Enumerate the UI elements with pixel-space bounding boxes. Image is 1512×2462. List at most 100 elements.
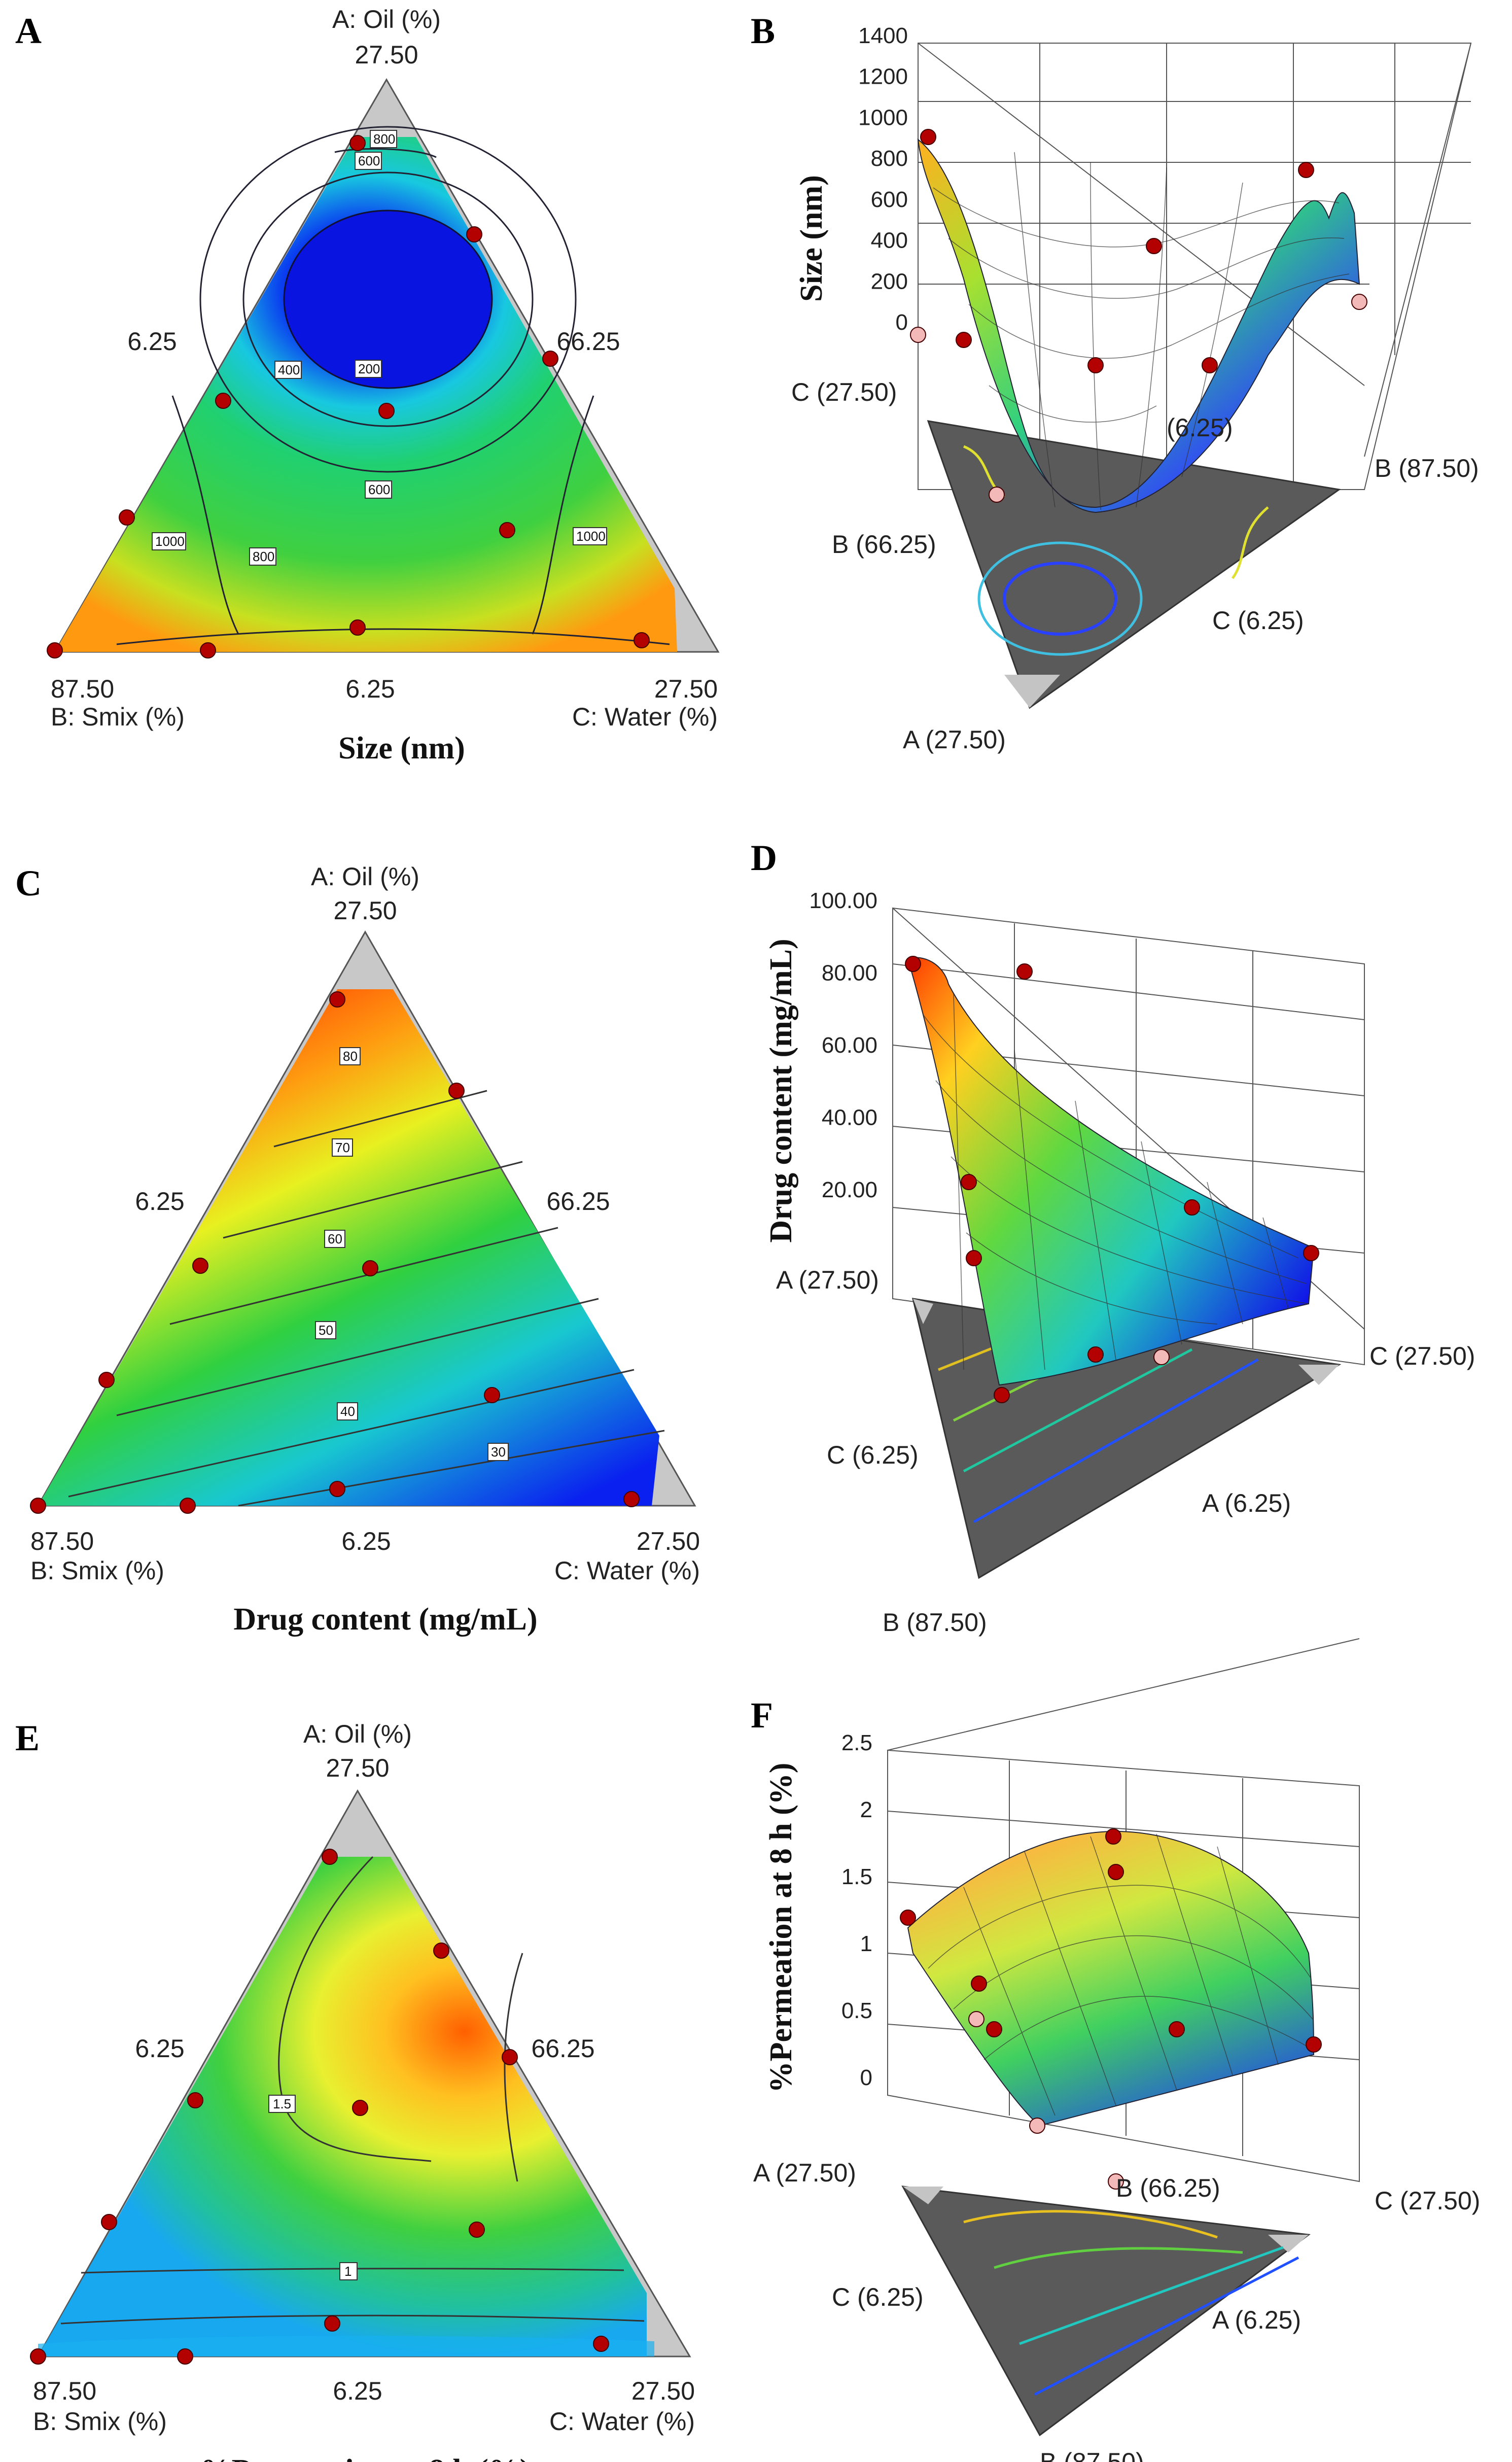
panel-d-axis-label-4: A (6.25) xyxy=(1202,1489,1291,1517)
panel-e-design-points xyxy=(30,1849,609,2365)
right-mid-value: 66.25 xyxy=(556,327,620,356)
design-point xyxy=(1153,1349,1170,1365)
z-tick-label: 100.00 xyxy=(809,888,877,913)
design-point xyxy=(1202,357,1218,373)
design-point xyxy=(469,2222,485,2238)
z-tick-label: 2.5 xyxy=(841,1730,872,1755)
design-point xyxy=(1303,1245,1319,1261)
panel-b-z-ticks: 0 200 400 600 800 1000 1200 1400 xyxy=(858,23,908,335)
panel-label-e: E xyxy=(15,1718,40,1758)
panel-d-3d: 20.00 40.00 60.00 80.00 100.00 Drug content … xyxy=(764,888,1475,1637)
design-point xyxy=(971,1975,987,1992)
design-point xyxy=(192,1258,208,1274)
design-point xyxy=(352,2100,368,2116)
panel-b-axis-label-5: C (6.25) xyxy=(1212,606,1304,635)
design-point xyxy=(187,2092,203,2108)
apex-axis-label: A: Oil (%) xyxy=(332,5,441,33)
panel-d-axis-label-1: A (27.50) xyxy=(776,1266,879,1294)
svg-text:800: 800 xyxy=(373,131,395,147)
design-point xyxy=(1306,2036,1322,2053)
panel-b-3d: 0 200 400 600 800 1000 1200 1400 Size (nm) C (2… xyxy=(791,23,1479,754)
z-tick-label: 1.5 xyxy=(841,1864,872,1889)
left-value-e: 87.50 xyxy=(33,2377,96,2405)
panel-c-title: Drug content (mg/mL) xyxy=(233,1602,537,1637)
panel-d-design-points xyxy=(905,956,1319,1403)
panel-f-z-ticks: 0 0.5 1 1.5 2 2.5 xyxy=(841,1730,872,2090)
design-point xyxy=(329,1481,345,1497)
svg-text:1: 1 xyxy=(344,2264,351,2279)
design-point xyxy=(322,1849,338,1865)
svg-text:400: 400 xyxy=(278,362,300,377)
design-point xyxy=(905,956,921,972)
design-point xyxy=(484,1387,500,1403)
bottom-mid-value-e: 6.25 xyxy=(333,2377,382,2405)
design-point xyxy=(994,1387,1010,1403)
z-tick-label: 400 xyxy=(871,228,908,253)
design-point xyxy=(1087,357,1104,373)
panel-d-axis-label-5: C (27.50) xyxy=(1369,1342,1475,1370)
left-axis-label-c: B: Smix (%) xyxy=(30,1556,164,1585)
svg-text:600: 600 xyxy=(368,482,390,497)
panel-f-axis-label-5: A (6.25) xyxy=(1212,2306,1301,2334)
design-point xyxy=(1087,1346,1104,1363)
panel-b-axis-label-1: C (27.50) xyxy=(791,378,897,406)
z-tick-label: 40.00 xyxy=(822,1105,877,1130)
design-point xyxy=(900,1910,916,1926)
design-point xyxy=(466,226,482,242)
design-point xyxy=(966,1250,982,1266)
left-mid-value: 6.25 xyxy=(127,327,177,356)
design-point xyxy=(1146,238,1162,254)
svg-text:70: 70 xyxy=(335,1140,350,1155)
svg-text:200: 200 xyxy=(358,361,380,376)
z-tick-label: 600 xyxy=(871,187,908,212)
design-point xyxy=(329,991,345,1008)
design-point xyxy=(986,2021,1002,2037)
panel-b-axis-label-4: B (87.50) xyxy=(1375,454,1479,482)
bottom-mid-value: 6.25 xyxy=(345,675,395,703)
design-point xyxy=(1108,1864,1124,1880)
design-point xyxy=(30,2348,46,2365)
svg-text:30: 30 xyxy=(491,1444,506,1460)
design-point xyxy=(433,1943,449,1959)
panel-b-design-points xyxy=(910,129,1367,503)
panel-a-ternary: 400 200 600 800 1000 1000 800 600 A: Oil… xyxy=(47,5,720,766)
design-point xyxy=(1016,963,1033,980)
design-point xyxy=(362,1260,378,1276)
panel-b-axis-label-3: (6.25) xyxy=(1167,413,1233,442)
z-tick-label: 2 xyxy=(860,1797,872,1822)
design-point xyxy=(98,1372,115,1388)
svg-text:1000: 1000 xyxy=(576,529,606,544)
panel-f-3d: 0 0.5 1 1.5 2 2.5 %Permeation at 8 h (%) A (2… xyxy=(753,1638,1480,2462)
design-point xyxy=(593,2336,609,2352)
design-point xyxy=(324,2315,340,2332)
z-tick-label: 80.00 xyxy=(822,961,877,986)
design-point xyxy=(200,642,216,658)
design-point xyxy=(30,1498,46,1514)
z-tick-label: 1200 xyxy=(858,64,908,89)
right-value: 27.50 xyxy=(654,675,718,703)
z-tick-label: 1400 xyxy=(858,23,908,48)
design-point xyxy=(1029,2118,1045,2134)
panel-b-axis-label-2: B (66.25) xyxy=(832,530,936,559)
design-point xyxy=(215,393,231,409)
svg-text:80: 80 xyxy=(343,1049,358,1064)
panel-label-c: C xyxy=(15,863,42,904)
apex-value: 27.50 xyxy=(355,41,418,69)
apex-axis-label-e: A: Oil (%) xyxy=(303,1720,412,1748)
z-tick-label: 200 xyxy=(871,269,908,294)
design-point xyxy=(623,1491,640,1507)
design-point xyxy=(349,135,366,151)
design-point xyxy=(1105,1828,1121,1845)
apex-value-e: 27.50 xyxy=(326,1754,389,1782)
panel-a-design-points xyxy=(47,135,650,658)
right-value-e: 27.50 xyxy=(631,2377,695,2405)
design-point xyxy=(1298,162,1314,178)
right-mid-value-e: 66.25 xyxy=(531,2034,594,2063)
panel-d-axis-label-2: C (6.25) xyxy=(827,1441,919,1469)
panel-f-axis-label-3: C (27.50) xyxy=(1375,2187,1480,2215)
right-mid-value-c: 66.25 xyxy=(546,1187,610,1216)
design-point xyxy=(1184,1199,1200,1216)
left-value: 87.50 xyxy=(51,675,114,703)
design-point xyxy=(349,619,366,636)
panel-e-ternary: 1.5 1 A: Oil (%) 27.50 6.25 66.25 87.50 … xyxy=(30,1720,695,2462)
